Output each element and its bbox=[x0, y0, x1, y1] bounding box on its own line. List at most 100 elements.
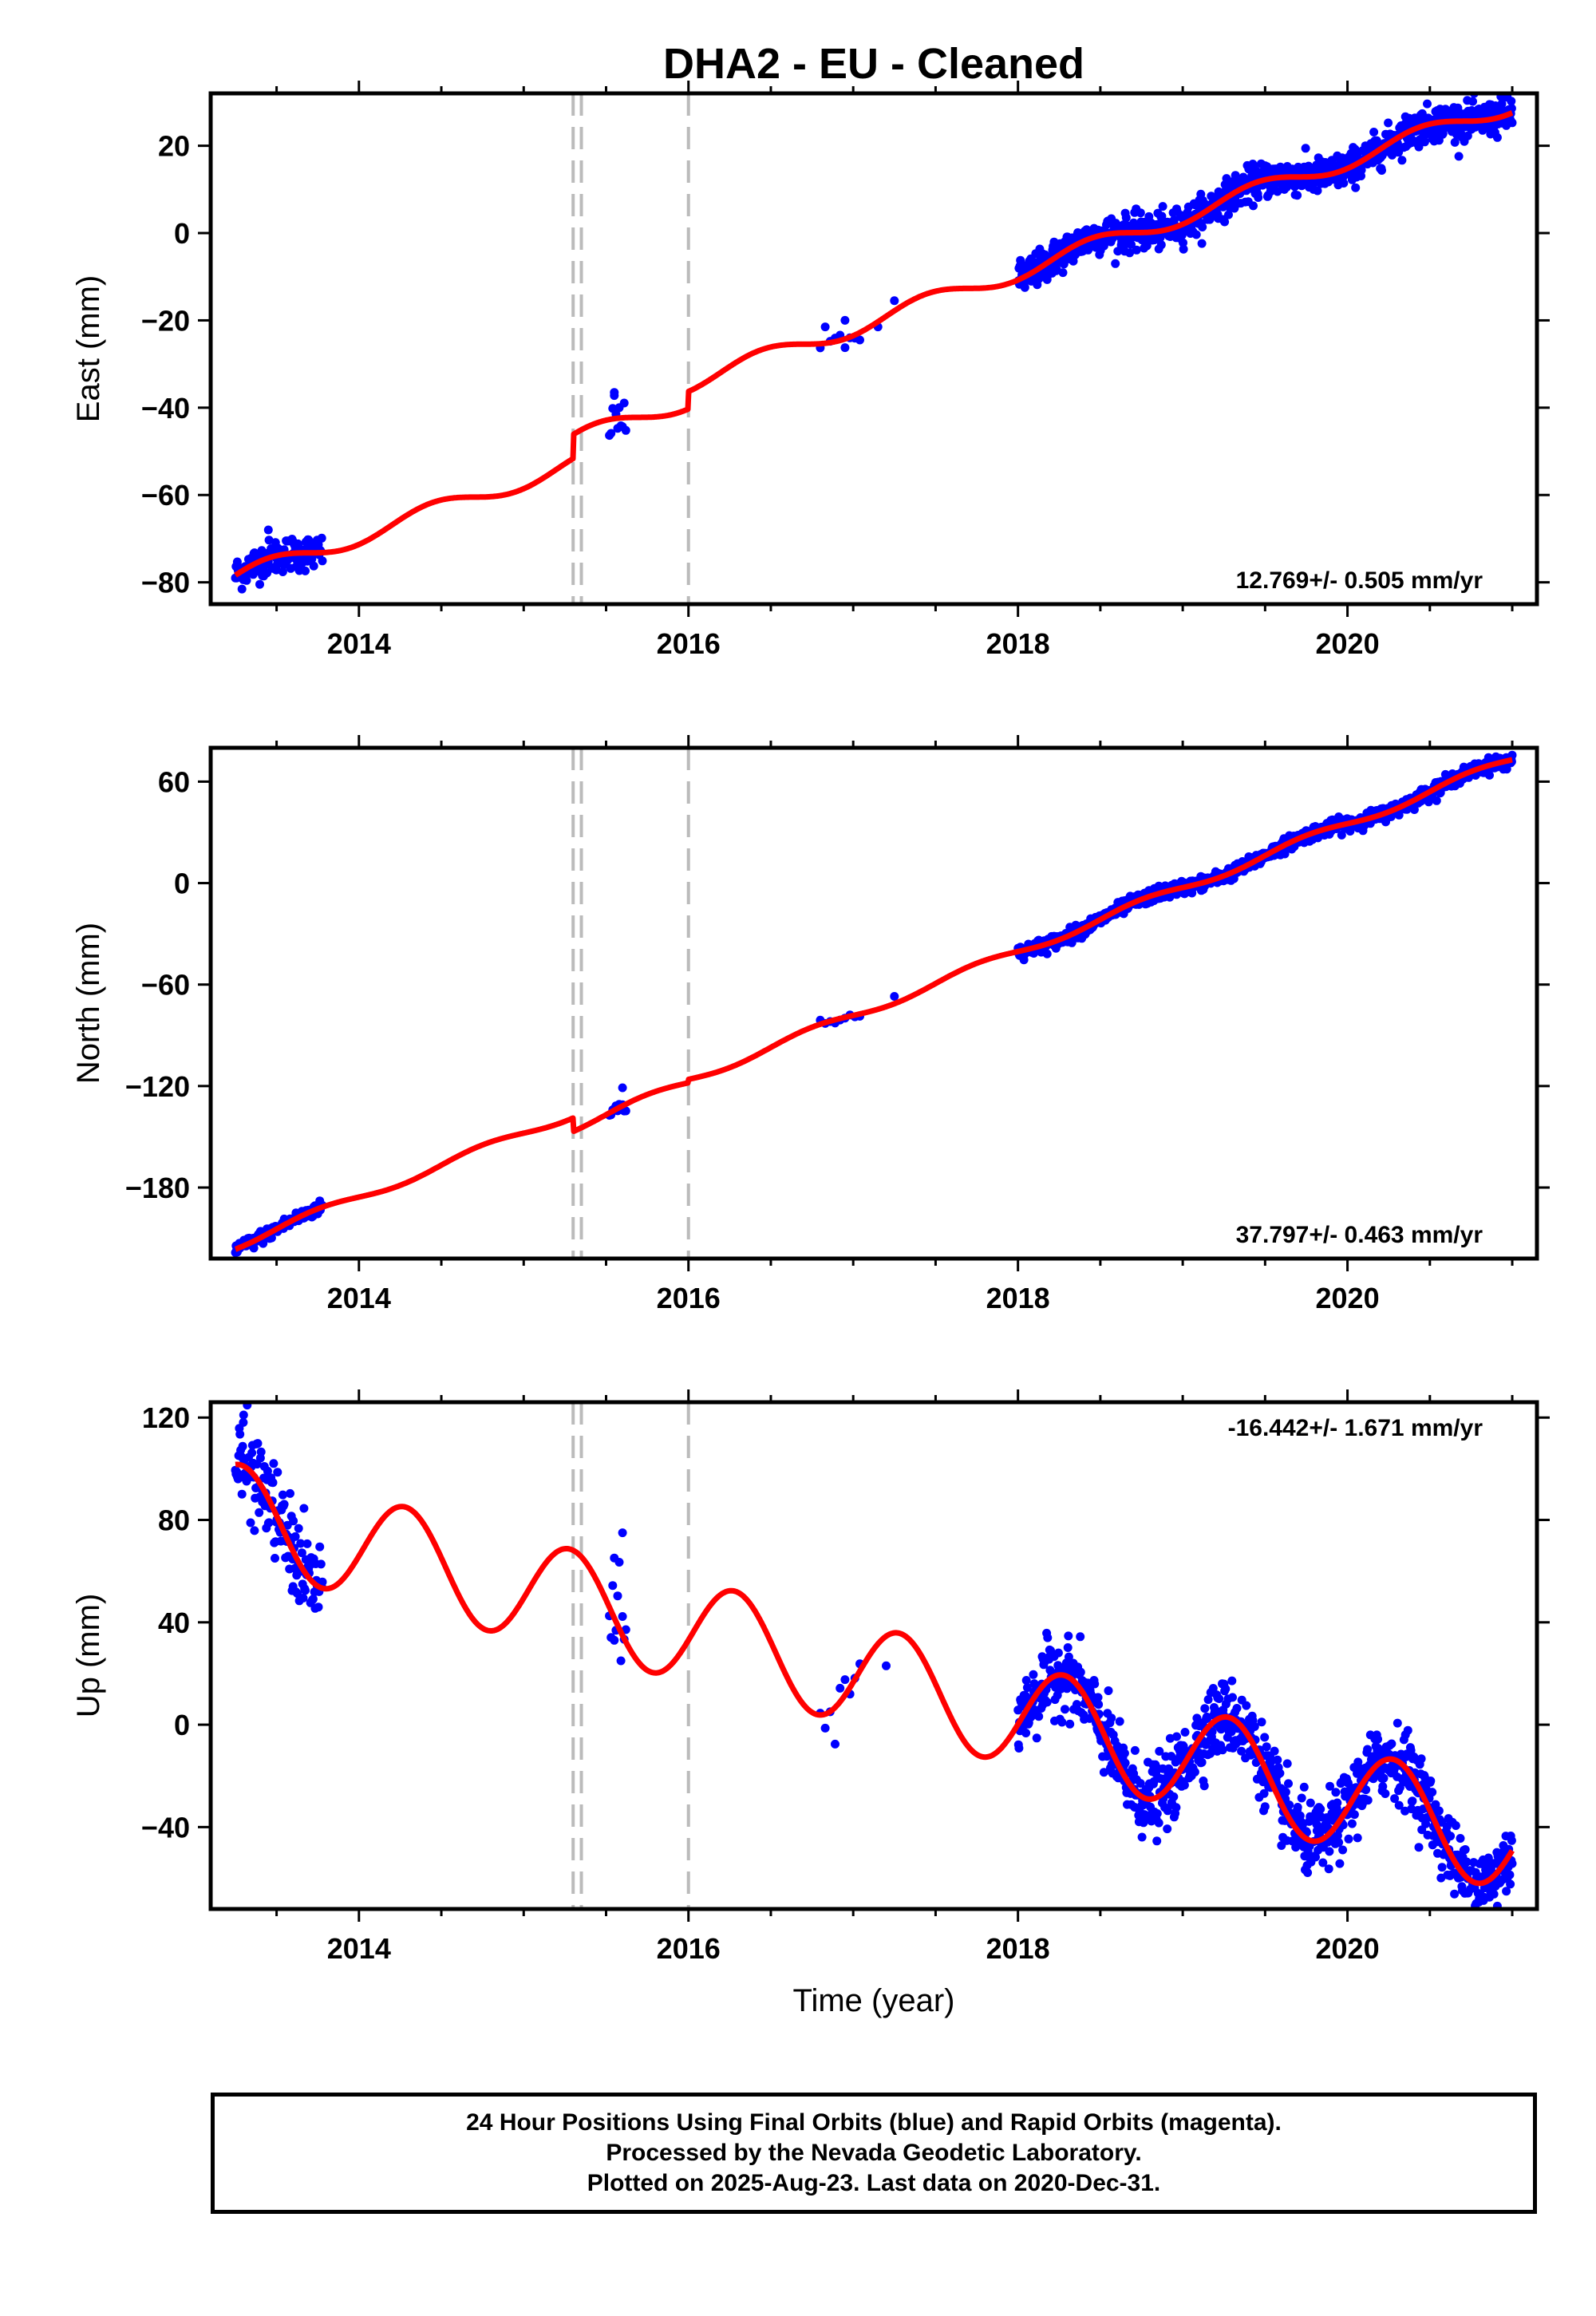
rate-label: -16.442+/- 1.671 mm/yr bbox=[1228, 1415, 1483, 1441]
data-point bbox=[1208, 1684, 1218, 1693]
plot-frame bbox=[208, 1400, 1539, 1911]
data-point bbox=[273, 1468, 282, 1477]
data-point bbox=[1325, 1847, 1334, 1856]
data-point bbox=[1207, 1727, 1217, 1737]
data-point bbox=[308, 1595, 318, 1604]
data-point bbox=[263, 525, 273, 535]
x-tick-label: 2018 bbox=[986, 1282, 1050, 1314]
data-point bbox=[237, 584, 247, 594]
data-point bbox=[1132, 245, 1141, 255]
data-point bbox=[1434, 1806, 1444, 1816]
data-point bbox=[294, 1524, 303, 1533]
data-point bbox=[1270, 1746, 1279, 1756]
data-point bbox=[268, 1478, 278, 1488]
data-point bbox=[613, 1591, 622, 1601]
data-point bbox=[278, 1490, 287, 1500]
data-point bbox=[1215, 1694, 1224, 1703]
data-point bbox=[1423, 99, 1432, 109]
data-point bbox=[317, 533, 326, 543]
data-point bbox=[248, 570, 258, 579]
x-tick-label: 2016 bbox=[657, 627, 721, 660]
data-point bbox=[1163, 1806, 1172, 1816]
data-point bbox=[890, 296, 899, 306]
data-point bbox=[246, 1518, 255, 1528]
data-point bbox=[1064, 1652, 1073, 1662]
data-point bbox=[1332, 1810, 1341, 1820]
data-point bbox=[239, 1410, 248, 1420]
data-point bbox=[1053, 1648, 1063, 1658]
data-point bbox=[1306, 1798, 1315, 1808]
y-tick-label: −180 bbox=[125, 1172, 190, 1204]
y-tick-label: 40 bbox=[158, 1607, 190, 1639]
panel-east: −80 −60 −40 −20 0 20 2014 2016 2018 2020 East (mm)… bbox=[71, 81, 1550, 660]
data-point bbox=[1299, 1782, 1309, 1792]
data-point bbox=[255, 579, 264, 589]
data-point bbox=[1171, 1803, 1181, 1812]
data-point bbox=[1333, 1798, 1342, 1808]
data-point bbox=[1063, 1643, 1073, 1652]
y-tick-label: −60 bbox=[141, 479, 190, 512]
data-point bbox=[1029, 1670, 1038, 1679]
data-point bbox=[1349, 1810, 1359, 1820]
data-point bbox=[1507, 1836, 1516, 1845]
data-point bbox=[1022, 1683, 1032, 1693]
data-point bbox=[1254, 193, 1263, 202]
data-point bbox=[1403, 1725, 1412, 1735]
y-tick-label: −20 bbox=[141, 304, 190, 337]
data-point bbox=[1218, 1745, 1227, 1755]
data-point bbox=[1446, 1832, 1456, 1841]
data-point bbox=[1042, 1697, 1052, 1707]
data-point bbox=[1104, 1686, 1113, 1695]
data-point bbox=[318, 1577, 327, 1587]
data-point bbox=[614, 1558, 624, 1567]
data-point bbox=[249, 1243, 259, 1253]
data-point bbox=[1163, 1824, 1172, 1834]
data-point bbox=[1339, 179, 1349, 188]
data-point bbox=[1136, 1779, 1145, 1788]
rate-label: 12.769+/- 0.505 mm/yr bbox=[1236, 567, 1483, 594]
data-point bbox=[1492, 132, 1502, 142]
data-point bbox=[616, 1656, 626, 1666]
data-point bbox=[1016, 255, 1025, 265]
y-tick-label: 80 bbox=[158, 1504, 190, 1537]
data-point bbox=[1034, 1712, 1044, 1721]
data-point bbox=[1259, 1788, 1269, 1798]
data-point bbox=[279, 1500, 289, 1509]
footer-line-3: Plotted on 2025-Aug-23. Last data on 202… bbox=[587, 2170, 1161, 2196]
y-tick-label: −80 bbox=[141, 567, 190, 599]
data-point bbox=[1390, 1794, 1400, 1804]
data-point bbox=[1502, 765, 1511, 774]
data-point bbox=[1347, 1819, 1357, 1828]
data-point bbox=[1324, 1864, 1333, 1874]
data-point bbox=[621, 425, 630, 435]
data-point bbox=[1179, 244, 1188, 254]
data-point bbox=[1460, 1845, 1470, 1854]
data-point bbox=[1414, 1843, 1424, 1852]
data-point bbox=[1203, 1695, 1213, 1705]
data-point bbox=[256, 1447, 266, 1456]
rate-label: 37.797+/- 0.463 mm/yr bbox=[1236, 1222, 1483, 1248]
data-point bbox=[1065, 1719, 1075, 1729]
data-point bbox=[309, 561, 318, 571]
data-point bbox=[1043, 1633, 1053, 1642]
data-point bbox=[1099, 1768, 1108, 1777]
data-point bbox=[1014, 1744, 1024, 1753]
plot-frame bbox=[208, 91, 1539, 607]
data-point bbox=[314, 1603, 323, 1612]
data-point bbox=[1384, 118, 1393, 128]
data-point bbox=[1090, 1679, 1100, 1689]
data-point bbox=[288, 1582, 298, 1591]
footer-line-1: 24 Hour Positions Using Final Orbits (bl… bbox=[466, 2109, 1282, 2136]
data-point bbox=[302, 1539, 312, 1548]
data-point bbox=[1232, 1704, 1242, 1713]
y-tick-label: −40 bbox=[141, 1811, 190, 1844]
model-line bbox=[233, 110, 1515, 578]
data-point bbox=[1249, 201, 1258, 211]
data-point bbox=[1180, 1728, 1190, 1737]
data-point bbox=[1338, 1845, 1348, 1855]
footer-line-2: Processed by the Nevada Geodetic Laborat… bbox=[606, 2140, 1142, 2166]
data-point bbox=[1451, 1821, 1460, 1830]
data-point bbox=[1335, 1859, 1345, 1868]
x-tick-label: 2016 bbox=[657, 1932, 721, 1965]
panel-up: −40 0 40 80 120 2014 2016 2018 2020 Up (mm) Time (… bbox=[71, 1389, 1550, 2018]
